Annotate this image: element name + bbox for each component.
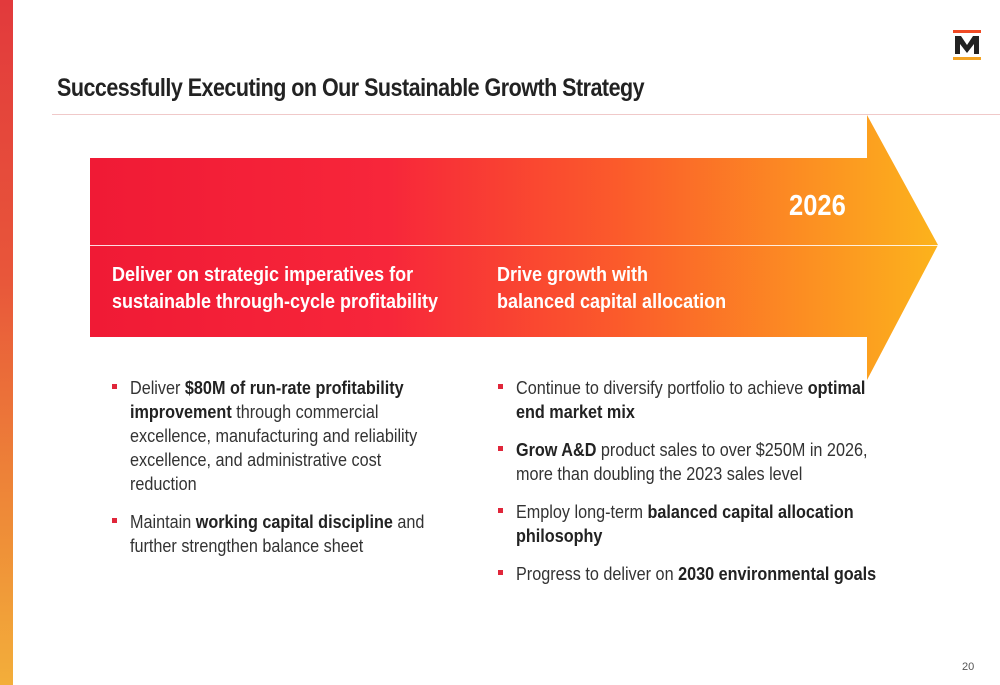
bullet-text-post: product sales to over $250M in 2026, mor…: [516, 440, 868, 484]
bullet-text-pre: Maintain: [130, 512, 196, 532]
bullet-text-pre: Employ long-term: [516, 502, 648, 522]
bullet-text-post: through commercial excellence, manufactu…: [130, 402, 418, 494]
bullet-text-bold: optimal end market mix: [516, 378, 866, 422]
list-item: Employ long-term balanced capital alloca…: [497, 500, 897, 548]
bullet-text: Continue to diversify portfolio to achie…: [516, 376, 897, 424]
bullet-text: Maintain working capital discipline and …: [130, 510, 451, 558]
bullet-square-icon: [498, 570, 503, 575]
right-column-heading: Drive growth with balanced capital alloc…: [497, 262, 726, 316]
bullet-text: Grow A&D product sales to over $250M in …: [516, 438, 897, 486]
left-accent-bar: [0, 0, 13, 685]
bullet-text-pre: Progress to deliver on: [516, 564, 679, 584]
bullet-text-bold: $80M of run-rate profitability improveme…: [130, 378, 404, 422]
slide-title: Successfully Executing on Our Sustainabl…: [57, 74, 645, 102]
company-logo-icon: [953, 30, 981, 60]
bullet-square-icon: [112, 518, 117, 523]
bullet-text: Deliver $80M of run-rate profitability i…: [130, 376, 451, 496]
list-item: Maintain working capital discipline and …: [111, 510, 451, 558]
bullet-text-bold: working capital discipline: [195, 512, 393, 532]
left-bullet-list: Deliver $80M of run-rate profitability i…: [111, 376, 451, 572]
left-column-heading: Deliver on strategic imperatives for sus…: [112, 262, 438, 316]
list-item: Grow A&D product sales to over $250M in …: [497, 438, 897, 486]
list-item: Deliver $80M of run-rate profitability i…: [111, 376, 451, 496]
title-divider: [52, 114, 1000, 115]
bullet-square-icon: [498, 508, 503, 513]
bullet-text-pre: Deliver: [130, 378, 185, 398]
list-item: Continue to diversify portfolio to achie…: [497, 376, 897, 424]
growth-arrow: [90, 115, 938, 380]
bullet-square-icon: [498, 384, 503, 389]
right-heading-line-2: balanced capital allocation: [497, 291, 727, 313]
bullet-square-icon: [112, 384, 117, 389]
bullet-text-post: and further strengthen balance sheet: [130, 512, 425, 556]
right-bullet-list: Continue to diversify portfolio to achie…: [497, 376, 897, 600]
bullet-text-bold: Grow A&D: [516, 440, 597, 460]
bullet-text: Employ long-term balanced capital alloca…: [516, 500, 897, 548]
bullet-text-bold: 2030 environmental goals: [678, 564, 877, 584]
left-heading-line-2: sustainable through-cycle profitability: [112, 291, 439, 313]
list-item: Progress to deliver on 2030 environmenta…: [497, 562, 897, 586]
arrow-band-divider: [90, 245, 938, 246]
left-heading-line-1: Deliver on strategic imperatives for: [112, 264, 414, 286]
right-heading-line-1: Drive growth with: [497, 264, 649, 286]
bullet-square-icon: [498, 446, 503, 451]
bullet-text: Progress to deliver on 2030 environmenta…: [516, 562, 897, 586]
bullet-text-bold: balanced capital allocation philosophy: [516, 502, 854, 546]
bullet-text-pre: Continue to diversify portfolio to achie…: [516, 378, 808, 398]
target-year: 2026: [789, 190, 846, 222]
page-number: 20: [962, 661, 975, 673]
